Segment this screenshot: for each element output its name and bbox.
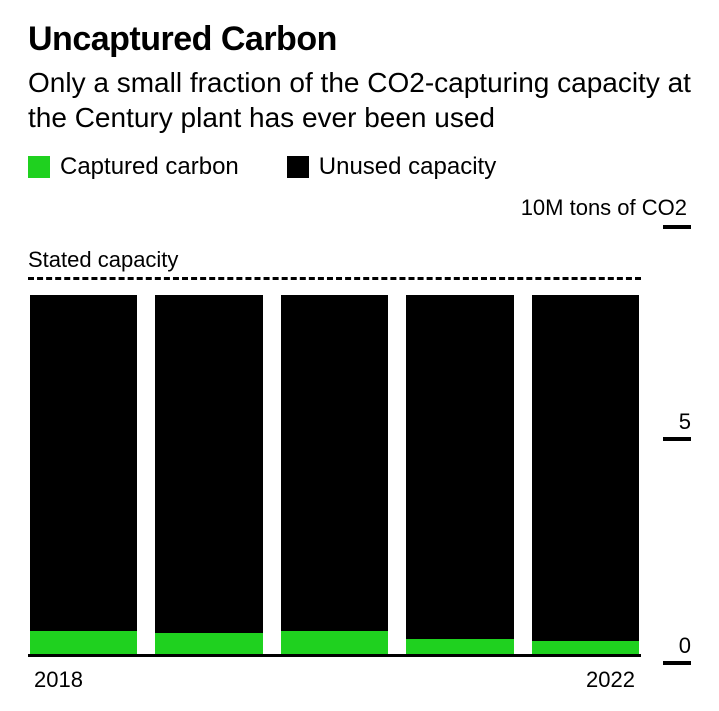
bar-2022	[532, 287, 639, 654]
bar-seg-captured	[155, 633, 262, 654]
legend-item-unused: Unused capacity	[287, 153, 496, 181]
x-axis: 2018 2022	[28, 667, 691, 693]
swatch-unused	[287, 156, 309, 178]
y-tick-label: 0	[679, 633, 691, 658]
x-label-last: 2022	[586, 667, 641, 693]
bar-seg-unused	[155, 295, 262, 633]
legend: Captured carbon Unused capacity	[28, 153, 691, 181]
plot-area	[28, 277, 641, 657]
bar-2019	[155, 287, 262, 654]
bar-seg-unused	[30, 295, 137, 631]
bar-2021	[406, 287, 513, 654]
y-tick-5: 5	[663, 409, 691, 441]
swatch-captured	[28, 156, 50, 178]
bar-seg-unused	[406, 295, 513, 639]
chart: 10M tons of CO2 Stated capacity 50 2018 …	[28, 195, 691, 693]
stated-capacity-label: Stated capacity	[28, 247, 691, 273]
chart-subtitle: Only a small fraction of the CO2-capturi…	[28, 65, 691, 135]
legend-label-captured: Captured carbon	[60, 153, 239, 181]
bar-seg-captured	[532, 641, 639, 654]
y-tick-mark	[663, 437, 691, 441]
x-label-first: 2018	[28, 667, 83, 693]
bar-seg-unused	[532, 295, 639, 642]
bar-2020	[281, 287, 388, 654]
bar-seg-captured	[406, 639, 513, 654]
legend-item-captured: Captured carbon	[28, 153, 239, 181]
y-tick-mark-top	[663, 225, 691, 229]
bar-seg-unused	[281, 295, 388, 631]
y-tick-label: 5	[679, 409, 691, 434]
y-tick-mark	[663, 661, 691, 665]
chart-title: Uncaptured Carbon	[28, 20, 691, 59]
y-tick-0: 0	[663, 633, 691, 665]
bar-2018	[30, 287, 137, 654]
y-unit-label: 10M tons of CO2	[28, 195, 691, 221]
y-axis: 50	[641, 277, 691, 657]
legend-label-unused: Unused capacity	[319, 153, 496, 181]
bar-seg-captured	[30, 631, 137, 654]
bar-seg-captured	[281, 631, 388, 654]
